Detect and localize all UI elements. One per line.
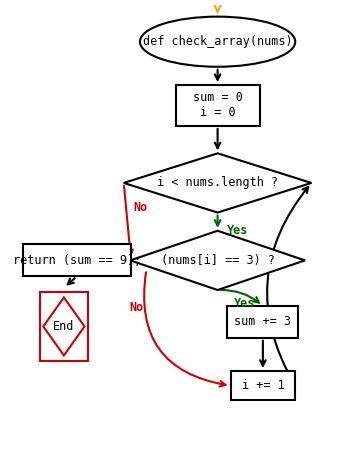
FancyBboxPatch shape — [23, 244, 131, 276]
Text: return (sum == 9);: return (sum == 9); — [13, 254, 141, 267]
Text: No: No — [134, 201, 148, 214]
Text: (nums[i] == 3) ?: (nums[i] == 3) ? — [161, 254, 274, 267]
Text: i < nums.length ?: i < nums.length ? — [157, 176, 278, 190]
Text: sum += 3: sum += 3 — [234, 315, 291, 329]
Text: sum = 0
i = 0: sum = 0 i = 0 — [193, 91, 243, 119]
Text: End: End — [53, 320, 75, 333]
Text: No: No — [129, 302, 144, 314]
Text: Yes: Yes — [227, 224, 249, 237]
FancyBboxPatch shape — [40, 292, 88, 361]
FancyBboxPatch shape — [175, 85, 260, 126]
Text: def check_array(nums): def check_array(nums) — [143, 35, 292, 48]
FancyBboxPatch shape — [227, 306, 298, 338]
Polygon shape — [124, 154, 311, 213]
Text: i += 1: i += 1 — [242, 379, 284, 392]
Text: Yes: Yes — [234, 297, 255, 310]
Polygon shape — [130, 231, 305, 290]
FancyBboxPatch shape — [231, 371, 295, 400]
